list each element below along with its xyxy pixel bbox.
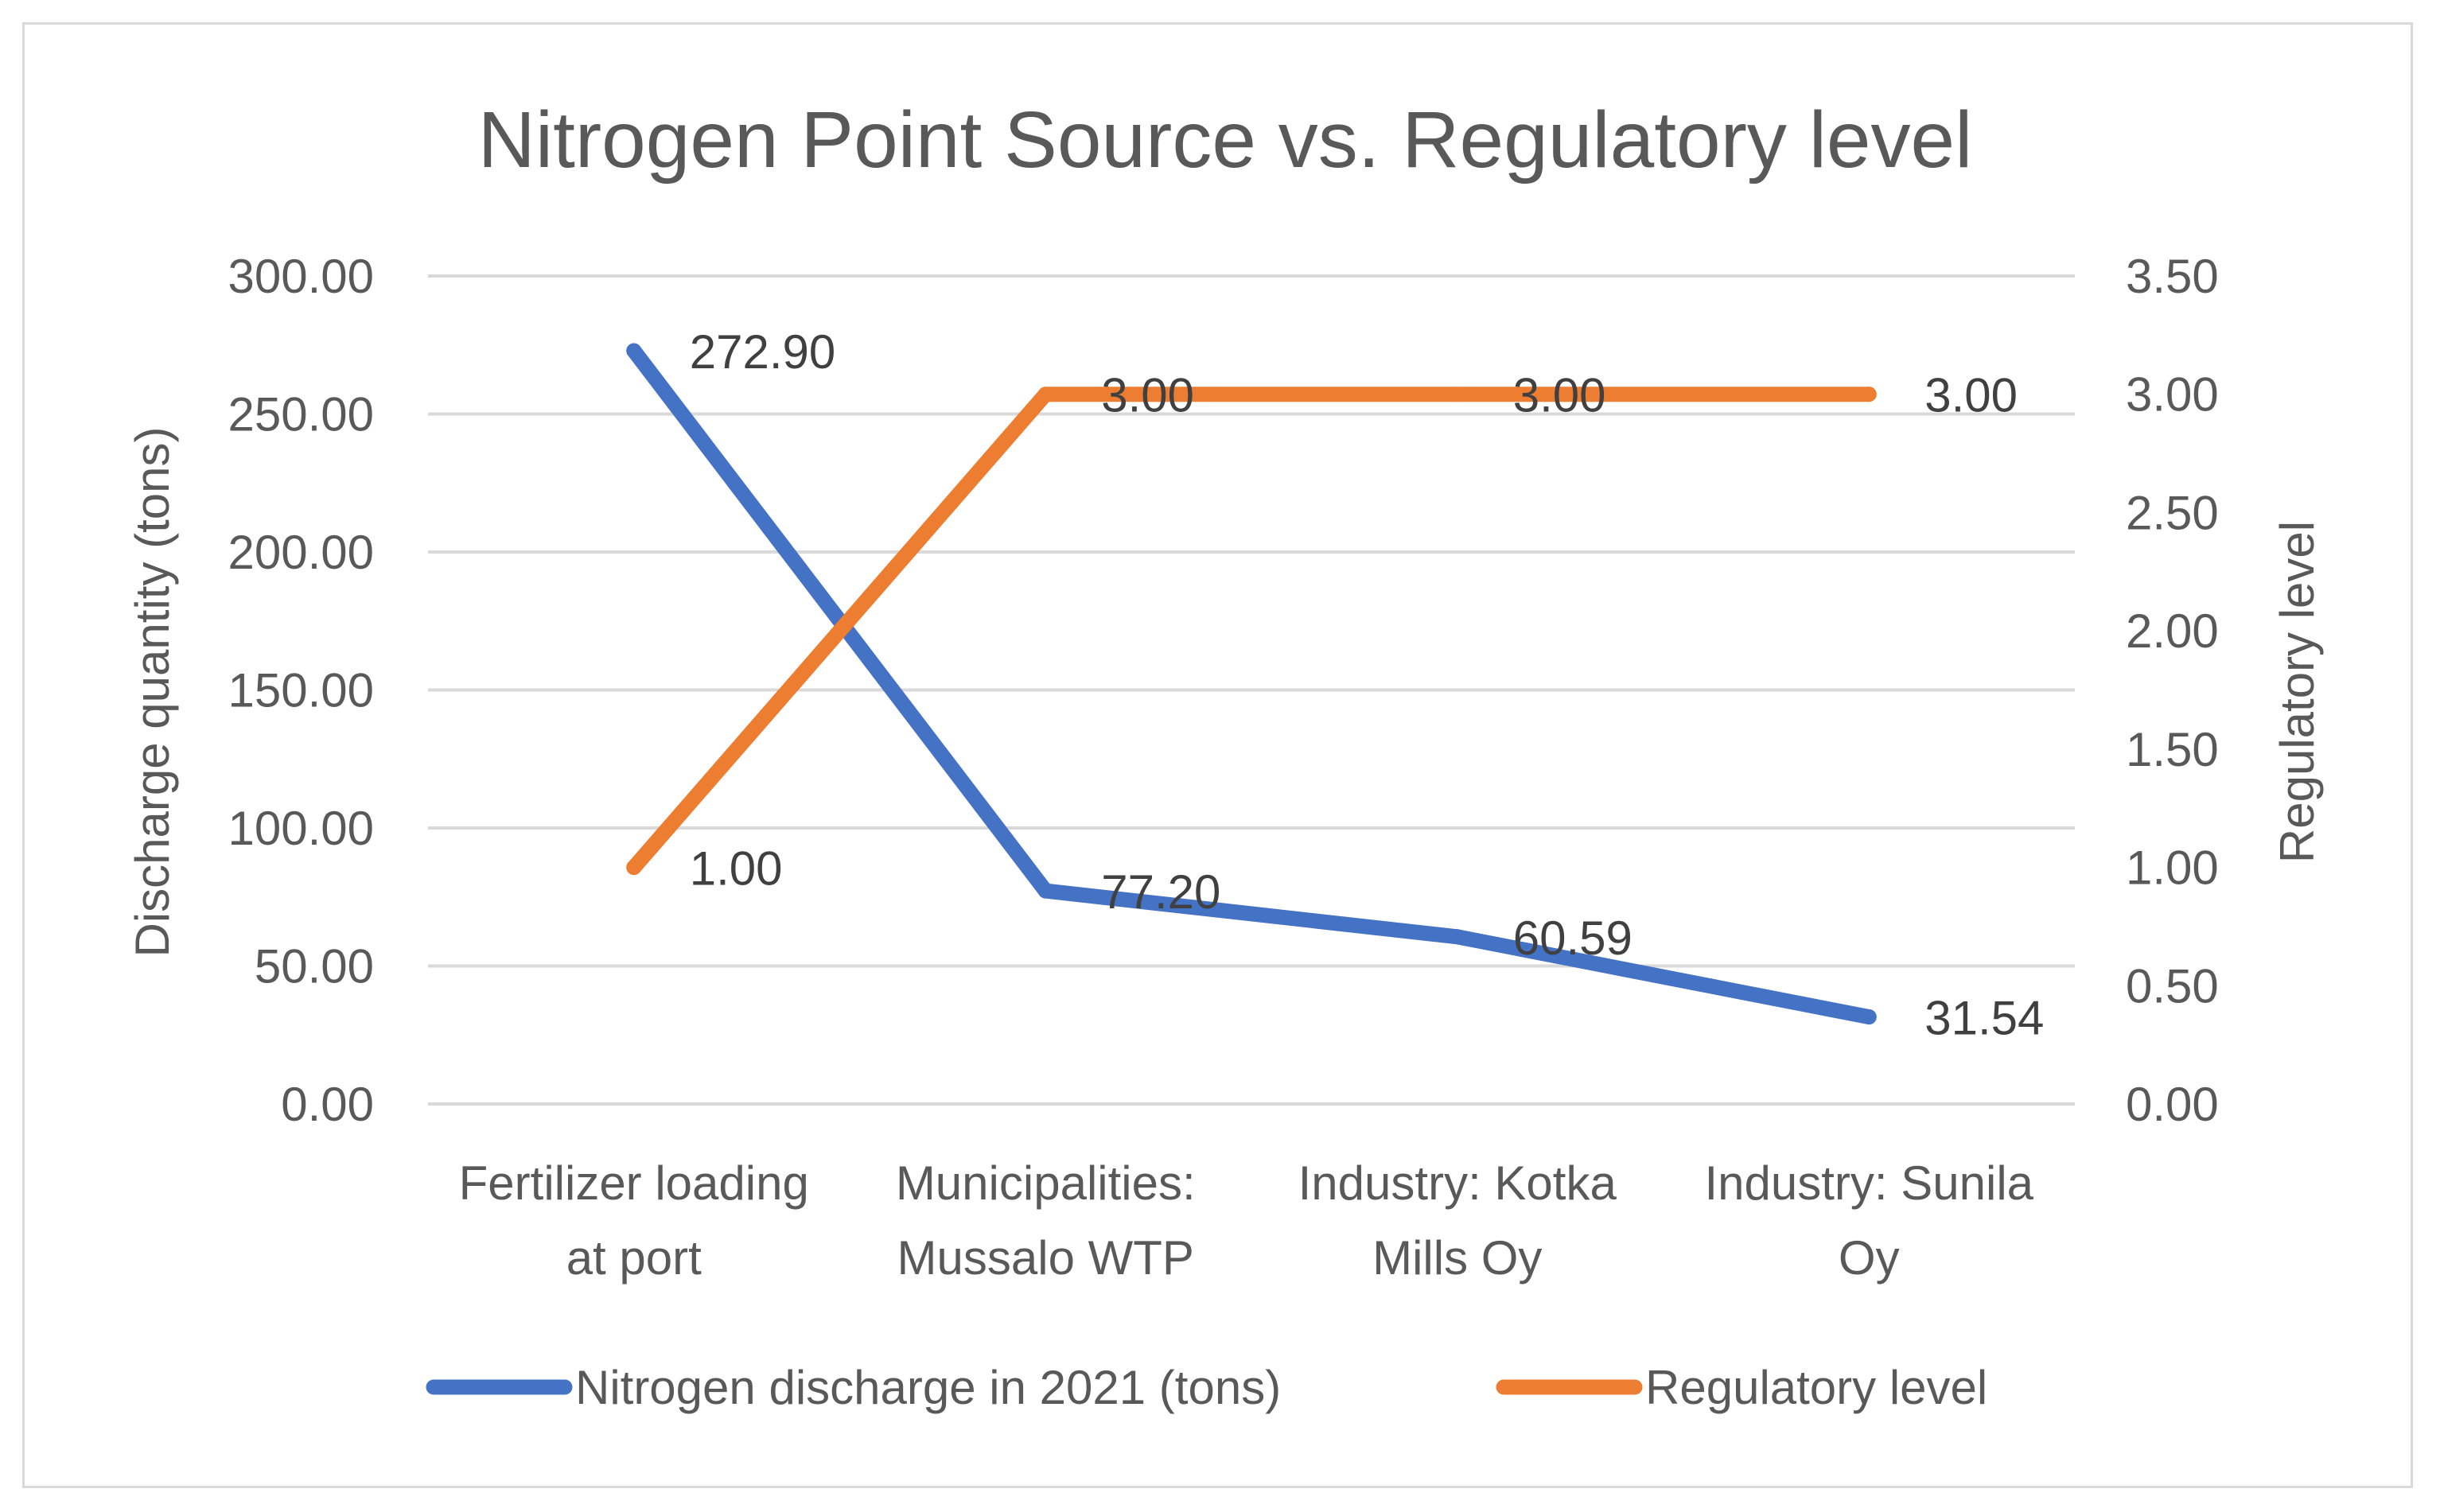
category-label: Mussalo WTP	[897, 1231, 1194, 1285]
right-tick-label: 3.50	[2126, 250, 2219, 303]
data-label: 3.00	[1924, 369, 2018, 422]
right-tick-label: 2.50	[2126, 486, 2219, 539]
legend: Nitrogen discharge in 2021 (tons) Regulat…	[426, 1361, 1987, 1414]
data-point	[626, 343, 642, 359]
data-label: 1.00	[690, 842, 783, 896]
data-label: 77.20	[1101, 865, 1220, 919]
right-tick-label: 0.50	[2126, 959, 2219, 1013]
right-tick-label: 0.00	[2126, 1078, 2219, 1131]
left-axis-ticks: 0.00 50.00 100.00 150.00 200.00 250.00 300.00	[228, 250, 374, 1131]
data-label: 3.00	[1101, 369, 1194, 422]
series-line-0	[626, 343, 1877, 1025]
left-axis-title: Discharge quantity (tons)	[126, 427, 179, 958]
category-label: Municipalities:	[896, 1156, 1196, 1210]
category-label: Oy	[1839, 1231, 1900, 1285]
category-labels: Fertilizer loading at port Municipalities:…	[459, 1156, 2034, 1285]
category-label: Mills Oy	[1372, 1231, 1542, 1285]
right-axis-title: Regulatory level	[2271, 521, 2324, 863]
data-point	[1037, 387, 1053, 402]
left-tick-label: 0.00	[281, 1078, 374, 1131]
right-tick-label: 1.00	[2126, 842, 2219, 895]
data-point	[1037, 883, 1053, 899]
data-point	[1861, 1009, 1877, 1025]
legend-label: Nitrogen discharge in 2021 (tons)	[575, 1361, 1281, 1414]
left-tick-label: 250.00	[228, 388, 374, 441]
data-point	[1861, 387, 1877, 402]
data-point	[1450, 387, 1465, 402]
series-line-1	[626, 387, 1877, 876]
category-label: Fertilizer loading	[459, 1156, 809, 1210]
data-label: 272.90	[690, 325, 836, 379]
data-labels: 272.90 77.20 60.59 31.54 1.00 3.00 3.00 3.00	[690, 325, 2045, 1045]
data-point	[1450, 929, 1465, 945]
category-label: Industry: Sunila	[1704, 1156, 2033, 1210]
right-tick-label: 1.50	[2126, 723, 2219, 776]
right-axis-ticks: 0.00 0.50 1.00 1.50 2.00 2.50 3.00 3.50	[2126, 250, 2219, 1131]
legend-label: Regulatory level	[1645, 1361, 1987, 1414]
left-tick-label: 200.00	[228, 526, 374, 579]
chart-frame	[22, 22, 2413, 1488]
right-tick-label: 2.00	[2126, 604, 2219, 658]
data-label: 31.54	[1924, 992, 2044, 1045]
left-tick-label: 150.00	[228, 664, 374, 717]
gridlines	[428, 274, 2075, 1106]
data-label: 60.59	[1513, 911, 1633, 965]
left-tick-label: 300.00	[228, 250, 374, 303]
category-label: at port	[566, 1231, 702, 1285]
data-point	[626, 860, 642, 876]
left-tick-label: 50.00	[255, 940, 374, 993]
category-label: Industry: Kotka	[1298, 1156, 1617, 1210]
chart-title: Nitrogen Point Source vs. Regulatory lev…	[478, 95, 1973, 185]
data-label: 3.00	[1513, 369, 1606, 422]
left-tick-label: 100.00	[228, 802, 374, 855]
series-lines	[626, 343, 1877, 1025]
right-tick-label: 3.00	[2126, 368, 2219, 422]
